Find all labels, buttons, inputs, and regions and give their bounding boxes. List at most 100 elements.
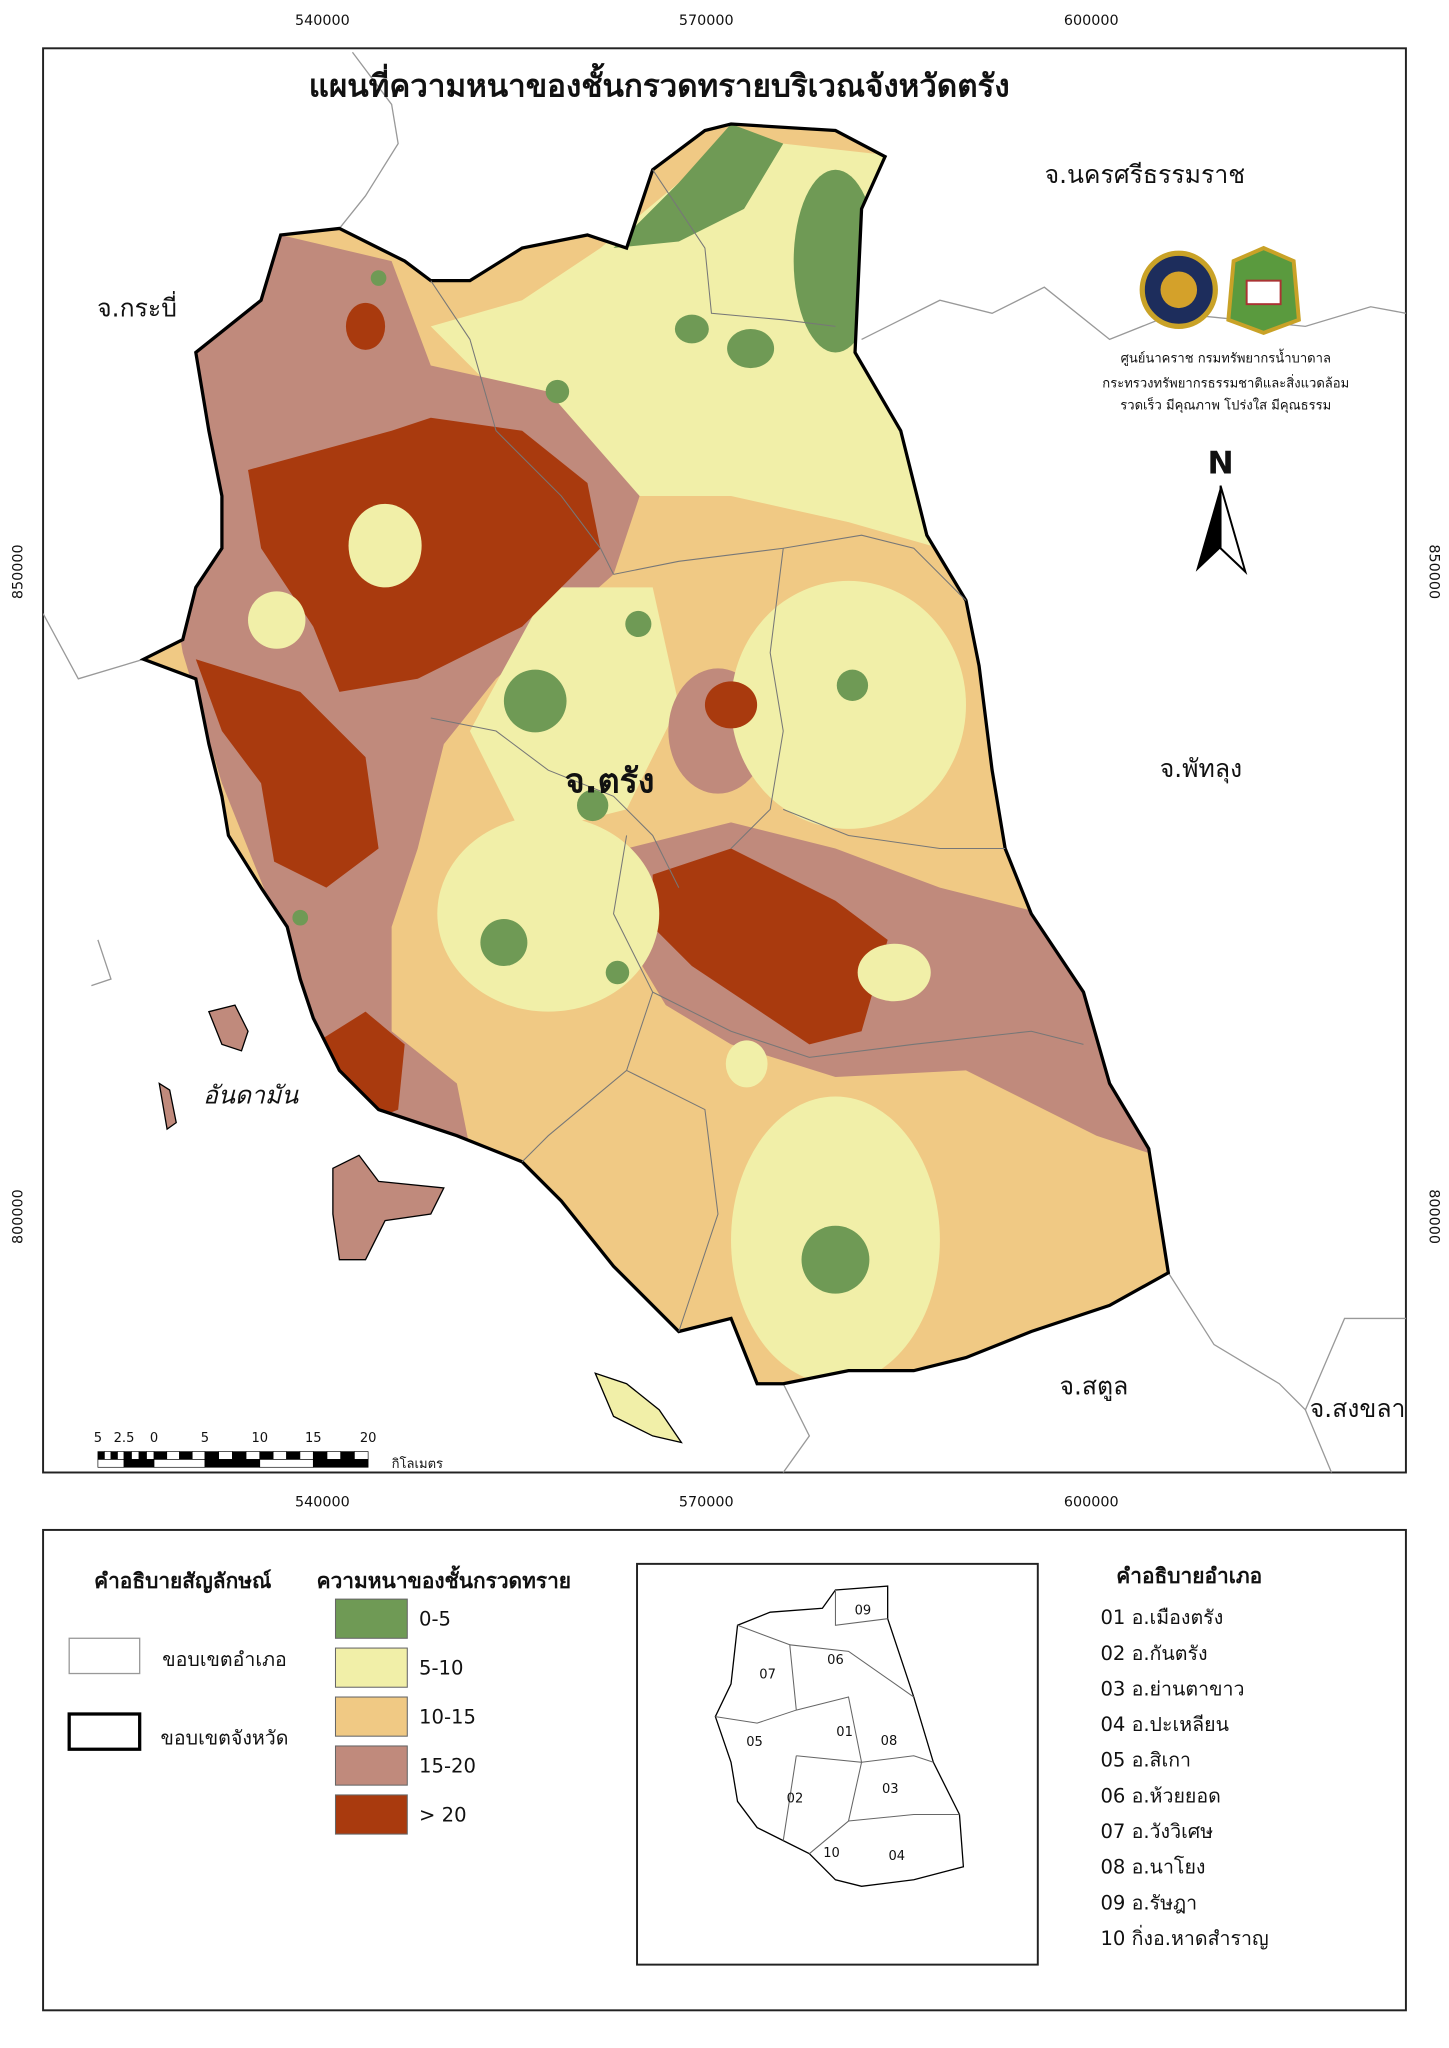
scale-segment	[286, 1451, 301, 1460]
inset-label: 05	[746, 1735, 763, 1750]
district-item: 03 อ.ย่านตาขาว	[1100, 1677, 1244, 1700]
inset-district-line	[782, 1755, 797, 1841]
zone	[857, 943, 931, 1002]
grid-label-right: 850000	[1425, 544, 1441, 599]
scale-segment	[153, 1451, 168, 1460]
scale-label: 0	[150, 1431, 158, 1446]
grid-label-top: 600000	[1064, 13, 1119, 29]
place-label: จ.กระบี่	[97, 290, 177, 322]
district-item: 06 อ.ห้วยยอด	[1100, 1784, 1220, 1807]
place-label: จ.นครศรีธรรมราช	[1045, 160, 1246, 189]
scale-segment	[232, 1451, 247, 1460]
scale-segment	[123, 1459, 155, 1468]
inset-district-line	[848, 1813, 960, 1822]
district-item: 04 อ.ปะเหลียน	[1100, 1713, 1229, 1736]
district-item: 01 อ.เมืองตรัง	[1100, 1606, 1223, 1629]
legend-swatch	[334, 1696, 408, 1737]
grid-label-top: 570000	[679, 13, 734, 29]
grid-label-top: 540000	[295, 13, 350, 29]
zone	[469, 587, 679, 836]
inset-label: 03	[882, 1782, 899, 1797]
grid-label-left: 800000	[10, 1189, 26, 1244]
inset-district-line	[796, 1696, 863, 1763]
district-list: 01 อ.เมืองตรัง 02 อ.กันตรัง 03 อ.ย่านตาขาว…	[1100, 1606, 1268, 1950]
scale-label: 10	[251, 1431, 268, 1446]
scale-segment	[117, 1451, 125, 1460]
legend-swatch	[334, 1647, 408, 1688]
zone	[545, 379, 570, 404]
zone	[437, 815, 660, 1012]
district-item: 08 อ.นาโยง	[1100, 1856, 1205, 1879]
zone	[345, 302, 386, 350]
agency-line: ศูนย์นาคราช กรมทรัพยากรน้ำบาดาล	[1121, 348, 1331, 366]
legend-title: คำอธิบายสัญลักษณ์	[94, 1569, 271, 1594]
scale-segment	[166, 1451, 180, 1460]
neighbor-boundaries	[43, 51, 1406, 1473]
zone	[248, 417, 601, 692]
scale-segment	[326, 1451, 342, 1460]
scale-segment	[97, 1459, 125, 1468]
inset-map: 09 06 07 01 08 05 02 03 10 04	[714, 1585, 965, 1887]
zone	[313, 1011, 405, 1123]
inset-label: 09	[855, 1603, 872, 1618]
legend-classes: 0-5 5-10 10-15 15-20 > 20	[334, 1598, 476, 1835]
scale-segment	[218, 1451, 233, 1460]
scale-segment	[354, 1451, 369, 1460]
zone	[503, 669, 567, 733]
island	[332, 1154, 445, 1261]
legend-swatch	[334, 1794, 408, 1835]
grid-label-bottom: 540000	[295, 1495, 350, 1511]
legend-label: ขอบเขตจังหวัด	[161, 1726, 289, 1749]
legend-label: 5-10	[419, 1656, 463, 1679]
zone	[576, 789, 609, 822]
grid-label-right: 800000	[1425, 1189, 1441, 1244]
province-boundary-symbol	[67, 1712, 142, 1751]
zone	[625, 610, 652, 638]
zone	[801, 1225, 870, 1294]
district-item: 05 อ.สิเกา	[1100, 1749, 1191, 1772]
zone	[370, 270, 387, 286]
agency-line: กระทรวงทรัพยากรธรรมชาติและสิ่งแวดล้อม	[1102, 373, 1349, 391]
district-item: 09 อ.รัษฎา	[1100, 1891, 1197, 1914]
legend-swatch	[334, 1745, 408, 1786]
sea-label: อันดามัน	[203, 1081, 299, 1110]
scale-segment	[131, 1451, 140, 1460]
agency-line: รวดเร็ว มีคุณภาพ โปร่งใส มีคุณธรรม	[1120, 395, 1331, 413]
inset-label: 04	[889, 1849, 906, 1864]
zone	[605, 960, 630, 985]
district-list-title: คำอธิบายอำเภอ	[1116, 1564, 1262, 1588]
zone	[195, 659, 379, 888]
legend-subtitle: ความหนาของชั้นกรวดทราย	[317, 1565, 571, 1593]
zone	[704, 681, 758, 729]
inset-label: 06	[827, 1653, 844, 1668]
zone	[292, 909, 309, 926]
inset-label: 10	[823, 1846, 840, 1861]
scale-segment	[123, 1451, 132, 1460]
north-label: N	[1207, 446, 1233, 482]
scale-segment	[204, 1459, 261, 1468]
scale-segment	[340, 1451, 355, 1460]
zone	[613, 124, 784, 249]
scale-segment	[245, 1451, 261, 1460]
zone	[480, 919, 528, 966]
place-label: จ.สตูล	[1059, 1372, 1128, 1402]
scale-segment	[272, 1451, 287, 1460]
scale-segment	[191, 1451, 206, 1460]
district-item: 02 อ.กันตรัง	[1100, 1642, 1207, 1665]
scale-segment	[104, 1451, 112, 1460]
scale-segment	[110, 1451, 118, 1460]
zone	[727, 328, 775, 369]
place-label: จ.สงขลา	[1310, 1394, 1406, 1423]
scale-segment	[259, 1451, 274, 1460]
island	[594, 1372, 683, 1444]
legend-label: 15-20	[419, 1754, 476, 1777]
zone	[836, 669, 869, 701]
scale-segment	[138, 1451, 147, 1460]
scale-label: 5	[94, 1431, 102, 1446]
scale-label: 5	[201, 1431, 209, 1446]
district-boundary-symbol	[68, 1637, 141, 1675]
island	[158, 1082, 177, 1131]
inset-label: 07	[759, 1667, 776, 1682]
map-layout: 540000 570000 600000 540000 570000 60000…	[10, 13, 1441, 2012]
